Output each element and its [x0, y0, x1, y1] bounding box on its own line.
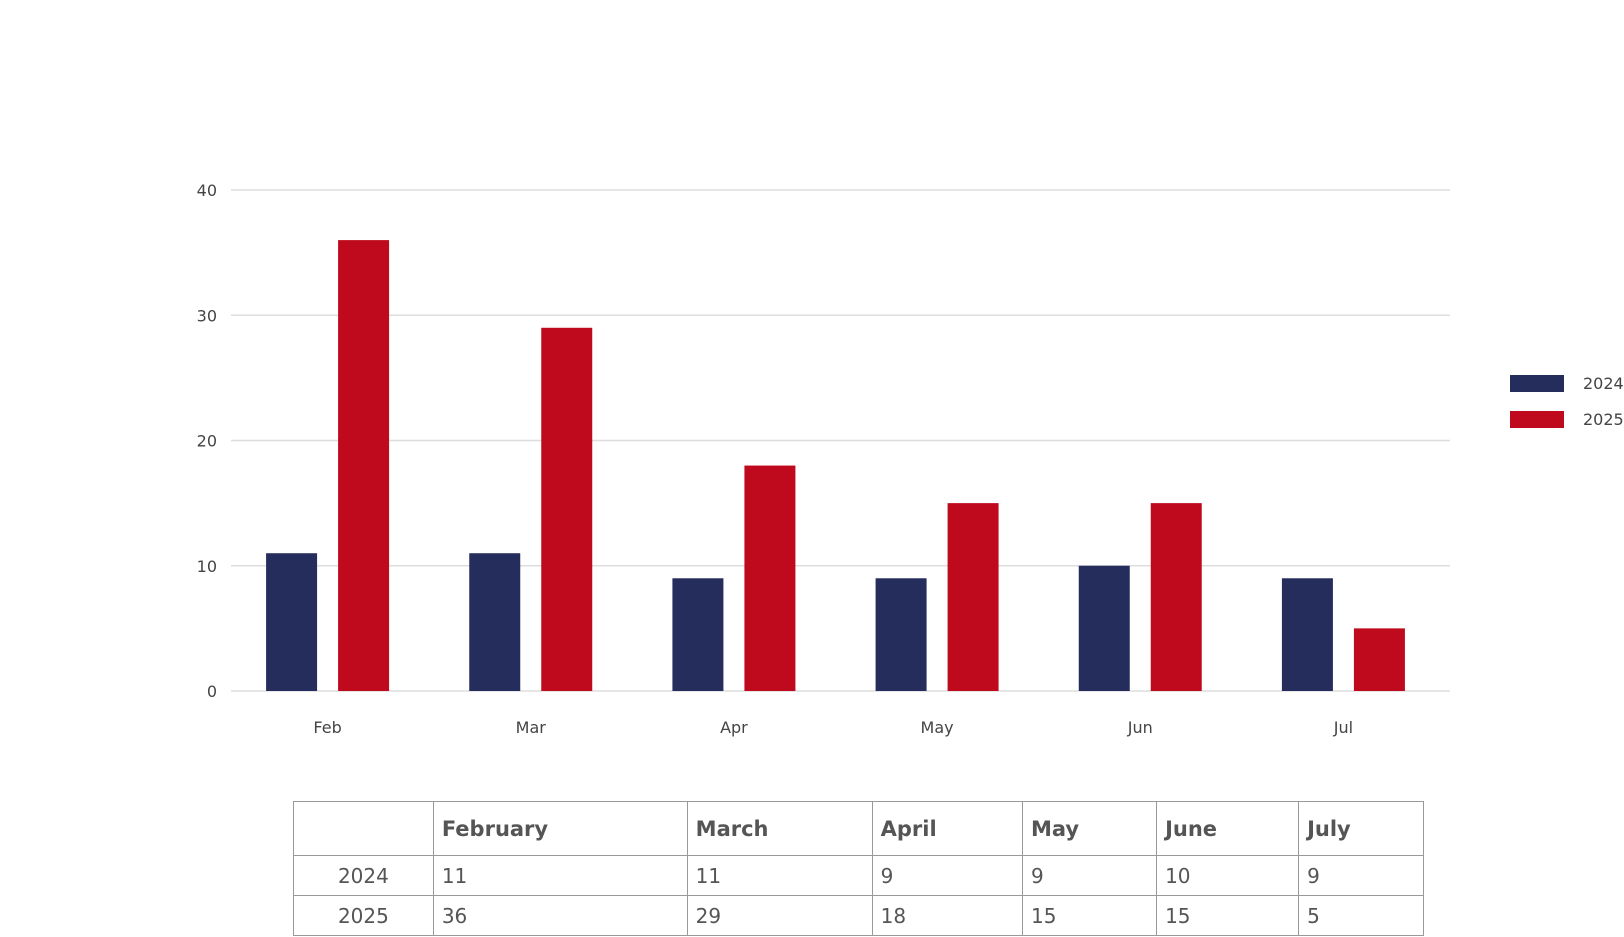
- legend-item-2025: 2025: [1510, 401, 1624, 437]
- legend-swatch: [1510, 410, 1564, 428]
- legend-item-2024: 2024: [1510, 365, 1624, 401]
- table-cell: 29: [686, 895, 873, 936]
- bar-2025-may: [947, 503, 999, 691]
- bar-2024-may: [875, 578, 927, 691]
- table-header-cell: [293, 801, 434, 856]
- table-cell: 10: [1156, 855, 1300, 896]
- x-tick-label: Jun: [1127, 718, 1153, 737]
- x-axis: Feb Mar Apr May Jun Jul: [313, 718, 1353, 737]
- bar-2024-jul: [1281, 578, 1333, 691]
- bar-2024-jun: [1078, 565, 1130, 691]
- table-cell: 11: [432, 855, 688, 896]
- table-cell: 36: [432, 895, 688, 936]
- y-tick-label: 40: [197, 181, 217, 200]
- x-tick-label: Feb: [313, 718, 341, 737]
- y-tick-label: 0: [207, 682, 217, 701]
- data-table: February March April May June July 2024 …: [293, 801, 1424, 936]
- table-row: 2025 36 29 18 15 15 5: [293, 895, 1424, 936]
- bar-2025-jul: [1353, 628, 1405, 691]
- table-cell: 5: [1298, 895, 1424, 936]
- table-header-cell: February: [432, 801, 688, 856]
- table-cell: 15: [1156, 895, 1300, 936]
- x-tick-label: Mar: [516, 718, 547, 737]
- table-header-cell: June: [1156, 801, 1300, 856]
- table-row-label: 2025: [293, 895, 434, 936]
- legend-label: 2024: [1583, 373, 1624, 393]
- table-row-label: 2024: [293, 855, 434, 896]
- legend: 2024 2025: [1510, 365, 1624, 437]
- table-header-row: February March April May June July: [293, 801, 1424, 856]
- bar-2025-mar: [541, 327, 593, 691]
- table-header-cell: July: [1298, 801, 1424, 856]
- x-tick-label: Jul: [1333, 718, 1353, 737]
- bar-2025-apr: [744, 465, 796, 691]
- table-header-cell: May: [1021, 801, 1158, 856]
- table-cell: 15: [1021, 895, 1158, 936]
- table-cell: 11: [686, 855, 873, 896]
- table-row: 2024 11 11 9 9 10 9: [293, 855, 1424, 896]
- y-tick-label: 30: [197, 306, 217, 325]
- y-tick-label: 20: [197, 432, 217, 451]
- table-cell: 9: [1021, 855, 1158, 896]
- bar-2024-mar: [469, 553, 521, 691]
- bar-2024-feb: [266, 553, 318, 691]
- table-header-cell: March: [686, 801, 873, 856]
- table-cell: 18: [871, 895, 1024, 936]
- bar-chart: 0 10 20 30 40 Feb Mar Apr May Jun Jul: [197, 181, 1450, 737]
- grid-lines: [231, 189, 1450, 692]
- y-tick-label: 10: [197, 557, 217, 576]
- table-cell: 9: [871, 855, 1024, 896]
- x-tick-label: Apr: [720, 718, 748, 737]
- bar-2025-feb: [338, 240, 390, 691]
- x-tick-label: May: [921, 718, 954, 737]
- table-header-cell: April: [871, 801, 1024, 856]
- bar-2024-apr: [672, 578, 724, 691]
- table-cell: 9: [1298, 855, 1424, 896]
- legend-label: 2025: [1583, 409, 1624, 429]
- legend-swatch: [1510, 374, 1564, 392]
- bar-2025-jun: [1150, 503, 1202, 691]
- y-axis: 0 10 20 30 40: [197, 181, 217, 701]
- bars: [266, 240, 1405, 691]
